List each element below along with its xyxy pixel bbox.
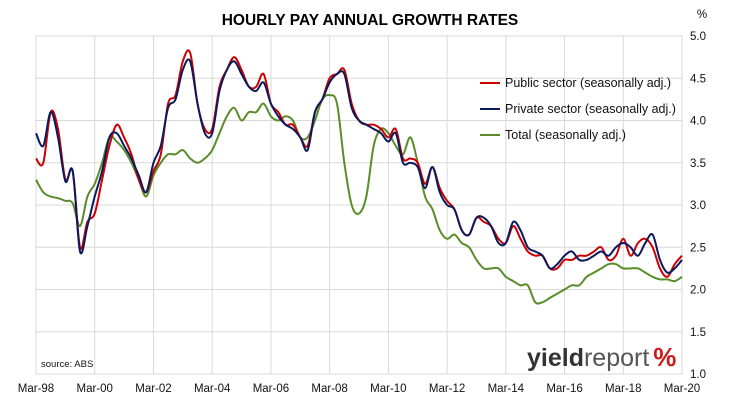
y-tick-label: 1.5 [690, 327, 706, 339]
chart-title: HOURLY PAY ANNUAL GROWTH RATES [222, 12, 519, 29]
y-tick-label: 4.0 [690, 116, 706, 128]
legend-label-total: Total (seasonally adj.) [505, 128, 626, 142]
x-tick-label: Mar-02 [135, 383, 171, 395]
source-note: source: ABS [41, 359, 93, 370]
legend: Public sector (seasonally adj.) Private … [480, 76, 676, 142]
x-tick-label: Mar-14 [488, 383, 525, 395]
y-tick-label: 3.5 [690, 158, 706, 170]
y-tick-label: 3.0 [690, 200, 706, 212]
x-axis-ticks: Mar-98 Mar-00 Mar-02 Mar-04 Mar-06 Mar-08 Mar-… [18, 383, 700, 395]
gridlines [35, 35, 683, 375]
y-tick-label: 2.0 [690, 285, 706, 297]
y-tick-label: 1.0 [690, 369, 706, 381]
y-unit-label: % [697, 9, 707, 21]
y-tick-label: 4.5 [690, 73, 706, 85]
series-line-total [35, 93, 683, 305]
x-tick-label: Mar-18 [605, 383, 641, 395]
y-tick-label: 2.5 [690, 242, 706, 254]
logo-text: yieldreport% [527, 342, 676, 372]
x-tick-label: Mar-06 [253, 383, 289, 395]
legend-label-public: Public sector (seasonally adj.) [505, 76, 671, 90]
x-tick-label: Mar-98 [18, 383, 54, 395]
x-tick-label: Mar-10 [370, 383, 406, 395]
series-lines [35, 49, 683, 305]
series-line-private [35, 58, 683, 274]
yieldreport-logo: yieldreport% [527, 342, 676, 372]
x-tick-label: Mar-20 [664, 383, 700, 395]
y-axis-ticks: 5.0 4.5 4.0 3.5 3.0 2.5 2.0 1.5 1.0 [690, 31, 706, 381]
x-tick-label: Mar-08 [311, 383, 347, 395]
x-tick-label: Mar-16 [546, 383, 582, 395]
y-tick-label: 5.0 [690, 31, 706, 43]
x-tick-label: Mar-00 [77, 383, 113, 395]
x-tick-label: Mar-04 [194, 383, 231, 395]
x-tick-label: Mar-12 [429, 383, 465, 395]
legend-label-private: Private sector (seasonally adj.) [505, 102, 676, 116]
